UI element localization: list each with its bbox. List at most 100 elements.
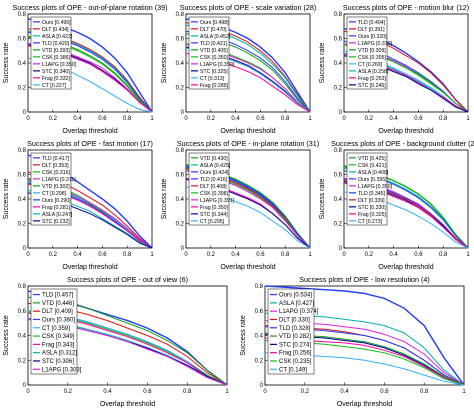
y-tick-label: 0.8 (255, 284, 264, 290)
y-tick-label: 0.2 (334, 86, 343, 92)
legend-label: STC [0.274] (279, 342, 311, 348)
legend-label: TLD [0.416] (200, 177, 228, 183)
chart-motion-blur: Success plots of OPE - motion blur (12)0… (319, 3, 470, 135)
x-axis-label: Overlap threshold (378, 264, 433, 271)
legend: Ours [0.534] ASLA [0.427] L1APG [0.374] DLT… (267, 288, 319, 375)
legend-label: CSK [0.398] (200, 191, 229, 197)
legend-label: Frag [0.281] (42, 205, 71, 211)
x-tick-label: 0 (342, 252, 346, 258)
y-tick-label: 0 (23, 246, 27, 252)
y-axis-label: Success rate (161, 179, 168, 220)
legend-label: DLT [0.339] (358, 198, 385, 204)
legend-label: Frag [0.350] (200, 205, 229, 211)
x-tick-label: 0 (26, 389, 30, 395)
legend: TLD [0.404]DLT [0.391]Ours [0.320]L1APG … (346, 16, 393, 90)
chart-in-plane-rotation: Success plots of OPE - in-plane rotation… (161, 139, 319, 271)
legend-label: DLT [0.353] (42, 163, 69, 169)
y-tick-label: 0.8 (18, 148, 27, 154)
legend-label: CSK [0.386] (42, 55, 71, 61)
y-tick-label: 0.4 (334, 197, 343, 203)
y-axis-label: Success rate (161, 43, 168, 84)
y-tick-label: 0.2 (176, 86, 185, 92)
x-tick-label: 0.8 (123, 252, 132, 258)
legend-label: TLD [0.420] (42, 41, 70, 47)
legend-label: STC [0.325] (200, 69, 228, 75)
chart-title: Success plots of OPE - scale variation (… (180, 3, 317, 12)
x-tick-label: 1 (150, 252, 154, 258)
legend-label: ASLA [0.427] (279, 301, 314, 307)
x-tick-label: 0.4 (103, 389, 112, 395)
series-line-ours (264, 285, 465, 386)
legend-label: TLD [0.421] (200, 41, 228, 47)
x-tick-label: 1 (308, 116, 312, 122)
y-tick-label: 0 (339, 246, 343, 252)
legend-label: ASLA [0.422] (42, 34, 73, 40)
legend: TLD [0.417]DLT [0.353]CSK [0.316]L1APG [… (30, 152, 76, 226)
legend-label: Frag [0.332] (42, 76, 71, 82)
legend-label: VTD [0.393] (42, 48, 70, 54)
x-tick-label: 0.8 (281, 116, 290, 122)
x-tick-label: 0.6 (380, 389, 389, 395)
x-axis-label: Overlap threshold (337, 401, 392, 408)
y-tick-label: 0 (23, 110, 27, 116)
legend: Ours [0.496]DLT [0.434]ASLA [0.422]TLD [… (30, 16, 77, 90)
x-tick-label: 0.2 (365, 116, 374, 122)
legend-label: CT [0.149] (279, 367, 307, 373)
legend: Ours [0.498]DLT [0.470]ASLA [0.452]TLD [… (188, 16, 235, 90)
x-tick-label: 1 (308, 252, 312, 258)
legend: TLD [0.457] VTD [0.446] DLT [0.409] Ours [0… (30, 288, 82, 375)
y-axis-label: Success rate (3, 43, 10, 84)
x-tick-label: 0.2 (49, 116, 58, 122)
y-tick-label: 0.2 (334, 222, 343, 228)
chart-scale-variation: Success plots of OPE - scale variation (… (161, 3, 317, 135)
y-tick-label: 0 (339, 110, 343, 116)
legend-label: ASLA [0.408] (358, 170, 389, 176)
x-tick-label: 0.8 (183, 389, 192, 395)
legend-label: CSK [0.349] (42, 334, 75, 340)
legend-label: CT [0.269] (358, 62, 383, 68)
y-axis-label: Success rate (3, 179, 10, 220)
y-axis-label: Success rate (240, 315, 247, 356)
chart-title: Success plots of OPE - fast motion (17) (27, 139, 153, 148)
legend: VTD [0.425]CSK [0.421]ASLA [0.408]Ours [… (346, 152, 393, 226)
x-tick-label: 0.8 (281, 252, 290, 258)
x-axis-label: Overlap threshold (378, 128, 433, 135)
x-tick-label: 0 (263, 389, 267, 395)
y-tick-label: 0.6 (176, 37, 185, 43)
x-tick-label: 0.2 (365, 252, 374, 258)
legend-label: DLT [0.391] (358, 27, 385, 33)
legend-label: TLD [0.457] (42, 293, 74, 299)
chart-fast-motion: Success plots of OPE - fast motion (17)0… (3, 139, 154, 271)
legend-label: CT [0.298] (42, 191, 67, 197)
legend-label: Ours [0.498] (200, 20, 229, 26)
legend: VTD [0.430]ASLA [0.425]Ours [0.424]TLD [… (188, 152, 235, 226)
legend-label: CSK [0.316] (42, 170, 71, 176)
chart-background-clutter: Success plots of OPE - background clutte… (319, 139, 474, 271)
y-tick-label: 0 (260, 383, 264, 389)
x-tick-label: 0 (184, 116, 188, 122)
legend-label: Frag [0.256] (279, 351, 312, 357)
x-tick-label: 0.4 (231, 252, 240, 258)
legend-label: L1APG [0.350] (42, 62, 77, 68)
legend-label: STC [0.245] (358, 83, 386, 89)
x-tick-label: 0.4 (73, 116, 82, 122)
x-tick-label: 0 (26, 252, 30, 258)
x-tick-label: 0.4 (389, 116, 398, 122)
legend-label: L1APG [0.391] (200, 198, 235, 204)
legend-label: L1APG [0.310] (358, 41, 393, 47)
x-tick-label: 0 (184, 252, 188, 258)
legend-label: L1APG [0.374] (279, 309, 319, 315)
legend-label: Frag [0.289] (200, 83, 229, 89)
legend-label: L1APG [0.303] (42, 367, 82, 373)
legend-label: ASLA [0.425] (200, 163, 231, 169)
legend-label: VTD [0.446] (42, 301, 74, 307)
legend-label: Ours [0.424] (200, 170, 229, 176)
legend-label: CT [0.295] (200, 219, 225, 225)
x-tick-label: 0.4 (231, 116, 240, 122)
legend-label: STC [0.344] (200, 212, 228, 218)
y-tick-label: 0.2 (176, 222, 185, 228)
legend-label: ASLA [0.258] (358, 69, 389, 75)
x-tick-label: 0.6 (414, 116, 423, 122)
legend-label: Ours [0.320] (358, 34, 387, 40)
x-tick-label: 1 (150, 116, 154, 122)
